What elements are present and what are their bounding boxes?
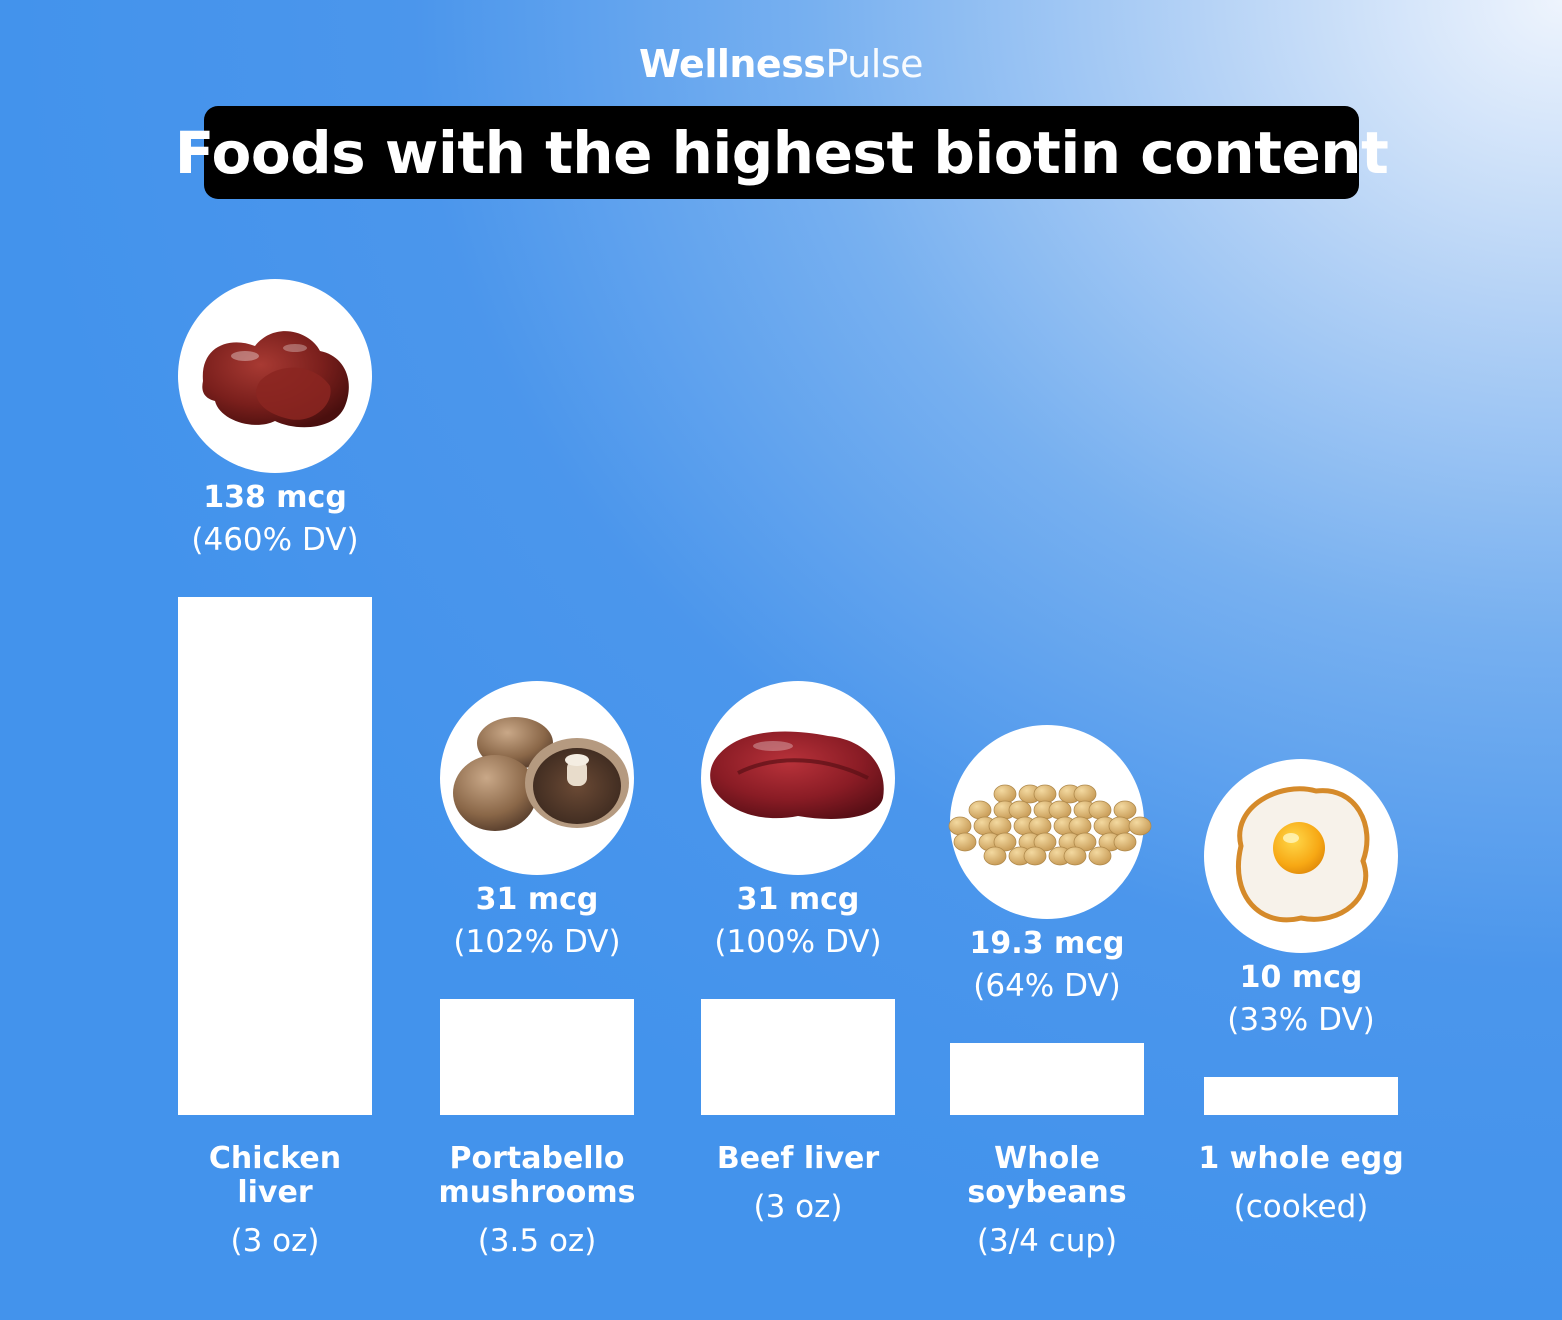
bar-1	[178, 597, 372, 1115]
category-label: soybeans	[967, 1175, 1126, 1210]
category-label: Chicken	[209, 1141, 341, 1176]
category-label: mushrooms	[439, 1175, 636, 1210]
mushroom-stem-top	[565, 754, 589, 766]
liver-highlight	[283, 344, 307, 352]
serving-label: (3 oz)	[230, 1223, 319, 1259]
title-banner: Foods with the highest biotin content	[175, 106, 1389, 199]
dv-label: (33% DV)	[1227, 1002, 1374, 1038]
soybean	[1033, 832, 1057, 852]
category-label: liver	[237, 1175, 312, 1210]
value-label: 10 mcg	[1240, 960, 1363, 995]
soybean	[1008, 800, 1032, 820]
liver-highlight	[231, 351, 259, 361]
soybean	[1033, 784, 1057, 804]
mushroom-cap	[453, 755, 537, 831]
bar-4	[950, 1043, 1144, 1115]
bar-2	[440, 999, 634, 1115]
value-label: 31 mcg	[476, 882, 599, 917]
soybean	[1048, 800, 1072, 820]
dv-label: (64% DV)	[973, 968, 1120, 1004]
beef-liver-fold	[737, 758, 869, 780]
soybean	[993, 832, 1017, 852]
soybean	[1068, 816, 1092, 836]
liver-lobe	[256, 367, 331, 420]
soybean	[1088, 800, 1112, 820]
category-label: Portabello	[450, 1141, 625, 1176]
category-label: Beef liver	[717, 1141, 880, 1176]
portabello-mushrooms-icon	[440, 681, 634, 875]
beef-liver-highlight	[753, 741, 793, 751]
egg-yolk	[1273, 822, 1325, 874]
value-label: 31 mcg	[737, 882, 860, 917]
soybean	[1073, 784, 1097, 804]
chicken-liver-icon	[178, 279, 372, 473]
value-label: 138 mcg	[203, 480, 347, 515]
soybean	[1113, 800, 1137, 820]
beef-liver-icon	[701, 681, 895, 875]
dv-label: (460% DV)	[191, 522, 358, 558]
dv-label: (102% DV)	[453, 924, 620, 960]
soybean	[988, 816, 1012, 836]
bar-5	[1204, 1077, 1398, 1115]
chart-title: Foods with the highest biotin content	[174, 118, 1389, 187]
serving-label: (3/4 cup)	[977, 1223, 1117, 1259]
soybean	[993, 784, 1017, 804]
mushroom-stem	[567, 760, 587, 786]
soybean	[1028, 816, 1052, 836]
soybean	[983, 846, 1007, 866]
brand-logo: WellnessPulse	[0, 42, 1562, 86]
egg-yolk-highlight	[1283, 833, 1299, 843]
soybean	[953, 832, 977, 852]
brand-logo-part1: Wellness	[638, 42, 826, 86]
soybean	[1108, 816, 1132, 836]
value-label: 19.3 mcg	[970, 926, 1125, 961]
soybean	[1113, 832, 1137, 852]
soybean	[968, 800, 992, 820]
beef-liver-slice	[710, 731, 884, 819]
dv-label: (100% DV)	[714, 924, 881, 960]
category-label: Whole	[994, 1141, 1100, 1176]
soybean	[1128, 816, 1152, 836]
fried-egg-icon	[1204, 759, 1398, 953]
brand-logo-part2: Pulse	[825, 42, 924, 86]
serving-label: (3 oz)	[753, 1189, 842, 1225]
serving-label: (cooked)	[1234, 1189, 1369, 1225]
bar-3	[701, 999, 895, 1115]
soybean	[1023, 846, 1047, 866]
soybean	[1088, 846, 1112, 866]
category-label: 1 whole egg	[1198, 1141, 1403, 1176]
serving-label: (3.5 oz)	[478, 1223, 597, 1259]
soybean	[1063, 846, 1087, 866]
soybean	[948, 816, 972, 836]
soybeans-icon	[948, 725, 1152, 919]
soybean	[1073, 832, 1097, 852]
